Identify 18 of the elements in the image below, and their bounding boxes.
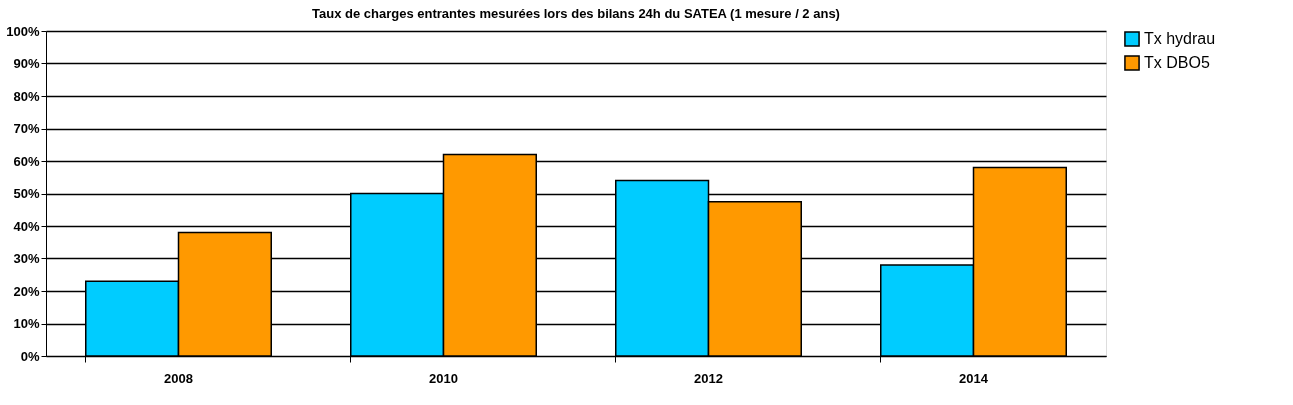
y-tick-label: 30% (13, 251, 40, 266)
y-tick-label: 10% (13, 316, 40, 331)
x-tick-label: 2008 (164, 370, 193, 386)
x-tick-label: 2014 (959, 370, 989, 386)
legend-label: Tx DBO5 (1144, 54, 1210, 71)
chart-title: Taux de charges entrantes mesurées lors des bilans 24h du SATEA (1 mesure / 2 ans) (312, 6, 840, 21)
y-tick-label: 40% (13, 218, 40, 234)
y-tick-label: 50% (13, 186, 40, 201)
y-tick-label: 20% (13, 283, 40, 299)
y-tick-label: 60% (13, 153, 40, 169)
y-tick-label: 70% (13, 121, 40, 136)
y-tick-label: 0% (20, 348, 40, 364)
x-tick-label: 2012 (694, 370, 723, 386)
y-tick-label: 100% (6, 23, 40, 39)
y-tick-label: 90% (13, 56, 40, 71)
legend-label: Tx hydrau (1144, 30, 1216, 47)
y-tick-label: 80% (13, 88, 40, 104)
x-tick-label: 2010 (429, 370, 458, 386)
